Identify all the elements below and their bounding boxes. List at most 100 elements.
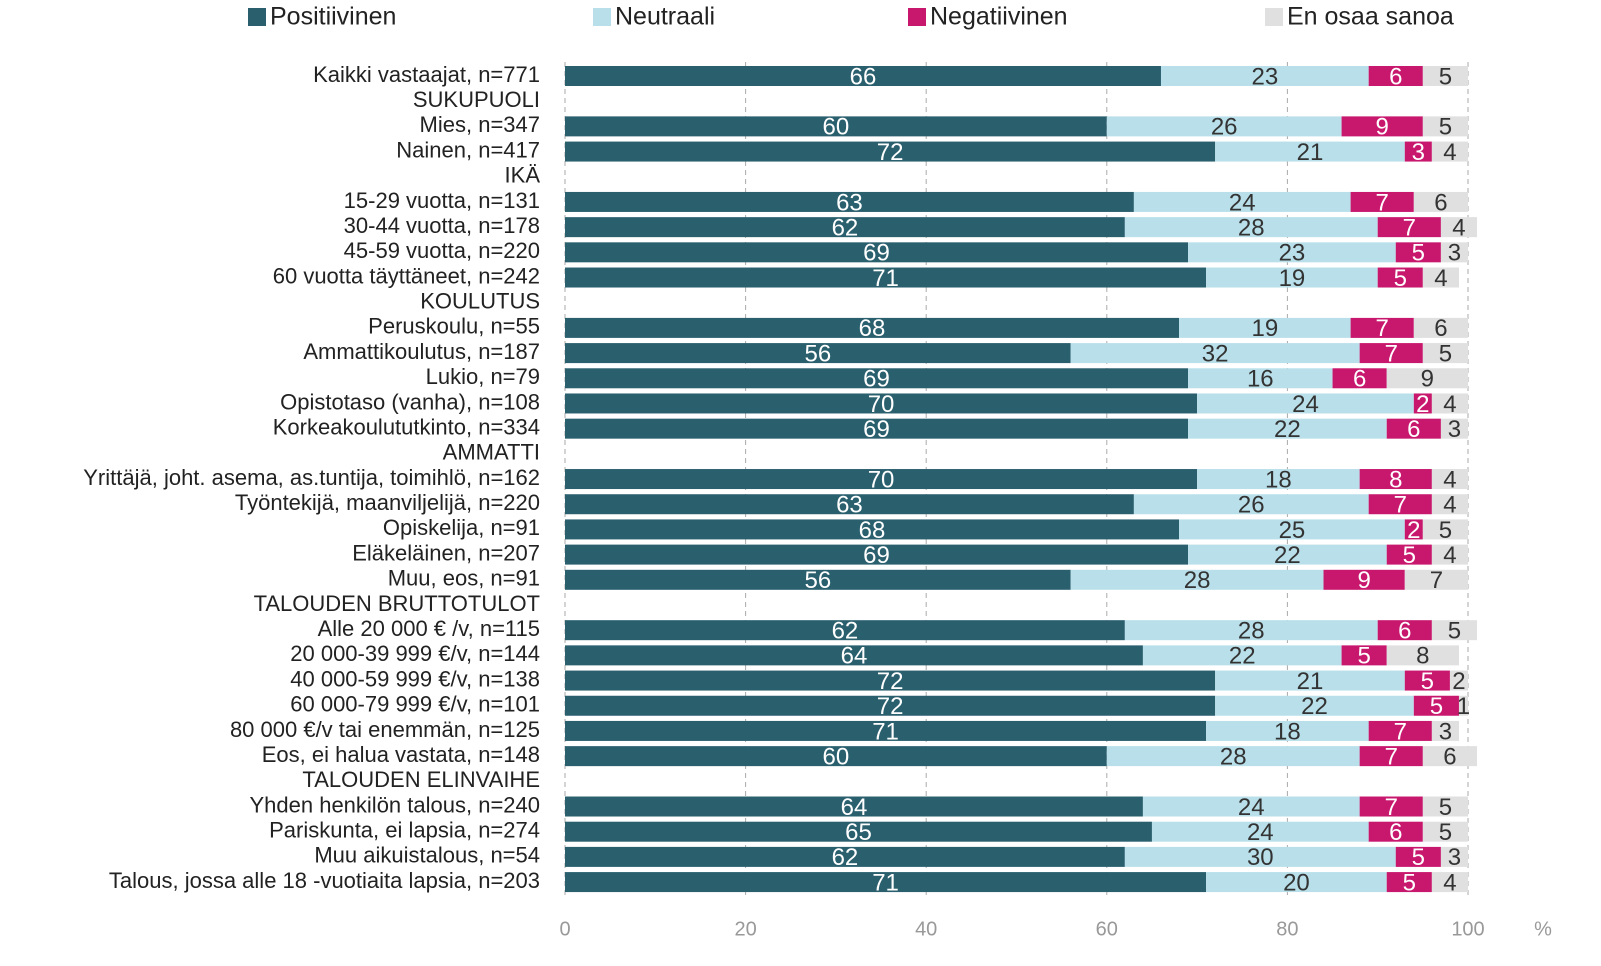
value-label: 5 — [1430, 693, 1443, 720]
bar-segment — [1350, 317, 1414, 338]
bar-segment — [565, 116, 1107, 137]
value-label: 7 — [1394, 718, 1407, 745]
value-label: 64 — [841, 794, 868, 821]
bar-segment — [1422, 821, 1468, 842]
category-label: Pariskunta, ei lapsia, n=274 — [269, 818, 540, 843]
bar-segment — [1133, 191, 1351, 212]
value-label: 69 — [863, 240, 890, 267]
value-label: 62 — [832, 214, 859, 241]
value-label: 6 — [1389, 63, 1402, 90]
bar-segment — [1359, 469, 1432, 490]
category-label: Opiskelija, n=91 — [383, 515, 540, 540]
bar-segment — [1431, 872, 1468, 893]
category-label: TALOUDEN BRUTTOTULOT — [254, 591, 540, 616]
bar-segment — [1386, 368, 1468, 389]
value-label: 5 — [1439, 114, 1452, 141]
bar-segment — [1386, 418, 1441, 439]
bar-segment — [565, 544, 1189, 565]
value-label: 6 — [1398, 618, 1411, 645]
category-label: Talous, jossa alle 18 -vuotiaita lapsia,… — [109, 868, 540, 893]
bar-segment — [565, 695, 1216, 716]
value-label: 28 — [1220, 743, 1247, 770]
value-label: 72 — [877, 668, 904, 695]
category-label: 80 000 €/v tai enemmän, n=125 — [230, 717, 540, 742]
bar-segment — [1350, 191, 1414, 212]
bar-segment — [1106, 746, 1360, 767]
value-label: 28 — [1238, 214, 1265, 241]
value-label: 4 — [1434, 265, 1447, 292]
bar-segment — [1431, 544, 1468, 565]
bar-segment — [1413, 317, 1468, 338]
bar-segment — [565, 191, 1134, 212]
bar-segment — [1431, 720, 1459, 741]
bar-segment — [1413, 393, 1432, 414]
value-label: 9 — [1421, 366, 1434, 393]
bar-segment — [1422, 343, 1468, 364]
bar-segment — [565, 645, 1143, 666]
bar-segment — [565, 720, 1207, 741]
value-label: 8 — [1416, 643, 1429, 670]
legend-label: Neutraali — [615, 3, 715, 31]
bar-segment — [565, 620, 1125, 641]
bar-segment — [1431, 469, 1468, 490]
category-label: Korkeakoulututkinto, n=334 — [273, 414, 540, 439]
x-tick-label: 40 — [915, 918, 937, 940]
value-label: 9 — [1357, 567, 1370, 594]
bar-segment — [1440, 242, 1468, 263]
bar-segment — [1359, 796, 1423, 817]
category-label: Muu, eos, n=91 — [388, 566, 540, 591]
category-label: 40 000-59 999 €/v, n=138 — [290, 666, 540, 691]
value-label: 65 — [845, 819, 872, 846]
value-label: 7 — [1430, 567, 1443, 594]
bar-segment — [565, 393, 1198, 414]
bar-segment — [1449, 670, 1468, 691]
value-label: 69 — [863, 366, 890, 393]
bar-segment — [1386, 872, 1432, 893]
x-axis-unit: % — [1534, 918, 1552, 940]
category-label: Ammattikoulutus, n=187 — [303, 339, 540, 364]
value-label: 5 — [1439, 63, 1452, 90]
bar-segment — [1124, 620, 1378, 641]
value-label: 26 — [1238, 492, 1265, 519]
bar-segment — [1413, 191, 1468, 212]
bar-segment — [565, 846, 1125, 867]
value-label: 24 — [1229, 189, 1256, 216]
value-label: 6 — [1353, 366, 1366, 393]
value-label: 7 — [1385, 340, 1398, 367]
bar-segment — [1197, 469, 1360, 490]
value-label: 20 — [1283, 869, 1310, 896]
value-label: 32 — [1202, 340, 1229, 367]
value-label: 71 — [872, 869, 899, 896]
bar-segment — [1133, 494, 1369, 515]
value-label: 7 — [1385, 794, 1398, 821]
value-label: 6 — [1443, 743, 1456, 770]
bar-segment — [1431, 141, 1468, 162]
value-label: 63 — [836, 492, 863, 519]
category-label: Kaikki vastaajat, n=771 — [313, 62, 540, 87]
value-label: 22 — [1301, 693, 1328, 720]
bar-segment — [1332, 368, 1387, 389]
value-label: 5 — [1439, 340, 1452, 367]
bar-segment — [1404, 519, 1423, 540]
legend-swatch — [593, 8, 611, 26]
category-label: Opistotaso (vanha), n=108 — [280, 389, 540, 414]
value-label: 5 — [1439, 819, 1452, 846]
value-label: 2 — [1407, 517, 1420, 544]
bar-segment — [565, 569, 1071, 590]
value-label: 5 — [1403, 542, 1416, 569]
value-label: 64 — [841, 643, 868, 670]
value-label: 23 — [1279, 240, 1306, 267]
value-label: 7 — [1403, 214, 1416, 241]
category-label: Nainen, n=417 — [396, 137, 540, 162]
category-label: Eos, ei halua vastata, n=148 — [262, 742, 540, 767]
bar-segment — [1106, 116, 1342, 137]
value-label: 3 — [1448, 416, 1461, 443]
bar-segment — [1188, 418, 1387, 439]
category-label: 30-44 vuotta, n=178 — [344, 213, 540, 238]
bar-segment — [565, 267, 1207, 288]
bar-segment — [1440, 217, 1478, 238]
category-label: Peruskoulu, n=55 — [368, 314, 540, 339]
value-label: 6 — [1434, 189, 1447, 216]
value-label: 5 — [1412, 844, 1425, 871]
bar-segment — [565, 368, 1189, 389]
